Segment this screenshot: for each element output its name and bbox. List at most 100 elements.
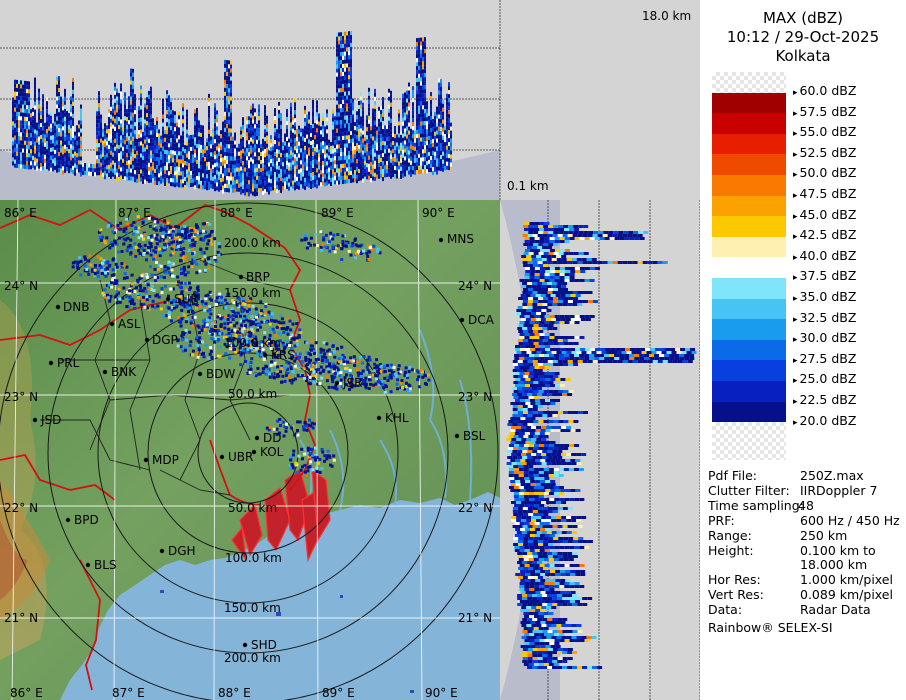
city-marker: ASL	[109, 317, 141, 331]
scale-label: 45.0 dBZ	[793, 207, 857, 224]
city-marker: UBR	[219, 450, 253, 464]
scale-swatch	[712, 195, 786, 217]
lon-label: 90° E	[425, 686, 458, 700]
city-marker: MNS	[438, 232, 474, 246]
scale-swatch	[712, 339, 786, 361]
scale-label: 35.0 dBZ	[793, 290, 857, 306]
scale-label: 50.0 dBZ	[793, 166, 857, 182]
radar-map: 86° E 87° E 88° E 89° E 90° E 86° E 87° …	[0, 0, 700, 700]
city-markers: MNS BRP SUR DNB ASL DGP DCA KRS PRL BNK …	[32, 232, 495, 652]
info-value: 250Z.max	[800, 468, 864, 483]
lat-label: 21° N	[4, 611, 38, 625]
footer-credit: Rainbow® SELEX-SI	[708, 620, 833, 635]
scale-label: 27.5 dBZ	[793, 351, 857, 368]
range-label: 200.0 km	[224, 651, 281, 665]
latitude-labels: 24° N 24° N 23° N 23° N 22° N 22° N 21° …	[4, 279, 492, 625]
city-marker: PRL	[48, 356, 80, 370]
city-marker: BDW	[197, 367, 235, 381]
scale-swatch	[712, 113, 786, 134]
scale-swatch	[712, 175, 786, 196]
scale-label: 30.0 dBZ	[793, 331, 857, 347]
lon-label: 86° E	[4, 206, 37, 220]
top-height-profile	[0, 0, 501, 200]
lat-label: 24° N	[4, 279, 38, 293]
city-marker: KHL	[376, 411, 409, 425]
scale-swatch	[712, 278, 786, 299]
scale-swatch	[712, 360, 786, 381]
profile-top-height: 18.0 km	[642, 9, 692, 23]
district-borders	[40, 259, 291, 496]
scale-label: 42.5 dBZ	[793, 228, 857, 244]
lat-label: 22° N	[458, 501, 492, 515]
scale-swatch	[712, 133, 786, 155]
scale-label: 57.5 dBZ	[793, 104, 857, 121]
info-value: Radar Data	[800, 602, 871, 617]
info-key: Pdf File:	[708, 468, 757, 483]
city-marker: KRS	[262, 348, 295, 362]
profile-bottom-height: 0.1 km	[507, 179, 549, 193]
info-key: Range:	[708, 528, 752, 543]
scale-label: 47.5 dBZ	[793, 187, 857, 203]
lat-label: 23° N	[4, 390, 38, 404]
lon-label: 90° E	[422, 206, 455, 220]
lon-label: 86° E	[10, 686, 43, 700]
range-label: 50.0 km	[228, 501, 277, 515]
info-key: Height:	[708, 543, 754, 558]
scale-swatch	[712, 216, 786, 237]
info-value: 48	[798, 498, 814, 513]
lat-label: 22° N	[4, 501, 38, 515]
scale-label: 55.0 dBZ	[793, 125, 857, 141]
lon-label: 88° E	[218, 686, 251, 700]
info-value: 250 km	[800, 528, 848, 543]
graticule	[0, 200, 500, 700]
city-marker: BLS	[85, 558, 117, 572]
city-marker: SHD	[242, 638, 277, 652]
site-name: Kolkata	[775, 47, 831, 65]
range-label: 100.0 km	[224, 336, 281, 350]
info-key: Vert Res:	[708, 587, 764, 602]
scale-swatch	[712, 154, 786, 175]
range-ring-labels: 50.0 km 100.0 km 150.0 km 200.0 km 50.0 …	[224, 236, 282, 665]
scale-label: 25.0 dBZ	[793, 372, 857, 388]
city-marker: DD	[254, 431, 281, 445]
city-marker: BRP	[238, 270, 270, 284]
lon-label: 87° E	[118, 206, 151, 220]
city-marker: BNK	[102, 365, 137, 379]
lat-label: 23° N	[458, 390, 492, 404]
info-value: 0.089 km/pixel	[800, 587, 893, 602]
lon-label: 87° E	[112, 686, 145, 700]
info-key: Clutter Filter:	[708, 483, 790, 498]
info-value: 18.000 km	[800, 557, 868, 572]
scale-label: 52.5 dBZ	[793, 145, 857, 162]
scale-swatch	[712, 92, 786, 114]
range-label: 200.0 km	[224, 236, 281, 250]
scale-swatch	[712, 401, 786, 423]
scale-below-threshold	[712, 422, 786, 461]
lon-label: 89° E	[321, 206, 354, 220]
city-marker: MDP	[143, 453, 179, 467]
info-value: 1.000 km/pixel	[800, 572, 893, 587]
info-key: Time sampling:	[708, 498, 804, 513]
lon-label: 88° E	[220, 206, 253, 220]
map-area	[0, 200, 500, 700]
state-borders	[0, 203, 316, 691]
scale-label: 20.0 dBZ	[793, 413, 857, 430]
product-datetime: 10:12 / 29-Oct-2025	[726, 28, 880, 46]
info-key: Hor Res:	[708, 572, 761, 587]
range-label: 50.0 km	[228, 387, 277, 401]
echo-cells	[71, 215, 431, 478]
product-title: MAX (dBZ)	[762, 9, 844, 27]
city-marker: KOL	[251, 445, 284, 459]
scale-label: 22.5 dBZ	[793, 393, 857, 409]
city-marker: SUR	[165, 292, 199, 306]
scale-swatch	[712, 236, 786, 258]
scale-swatch	[712, 257, 786, 278]
scale-label: 40.0 dBZ	[793, 248, 857, 265]
lon-label: 89° E	[322, 686, 355, 700]
range-label: 150.0 km	[224, 286, 281, 300]
city-marker: BSL	[454, 429, 486, 443]
city-marker: DGP	[144, 333, 178, 347]
range-label: 150.0 km	[224, 601, 281, 615]
info-value: 0.100 km to	[800, 543, 876, 558]
lat-label: 24° N	[458, 279, 492, 293]
